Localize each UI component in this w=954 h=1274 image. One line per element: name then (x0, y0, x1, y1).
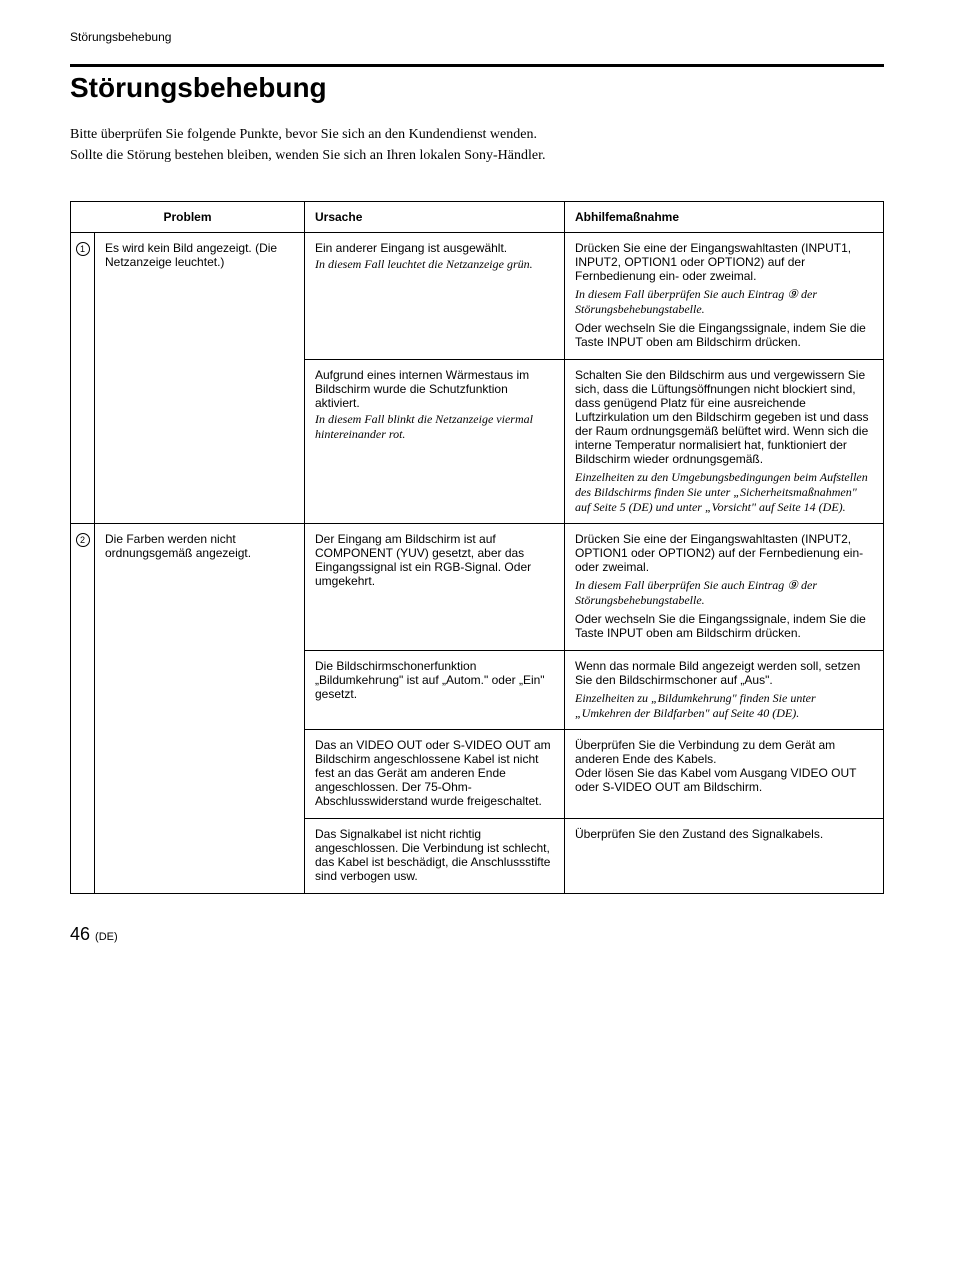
remedy-cell: Überprüfen Sie den Zustand des Signalkab… (565, 819, 884, 894)
remedy-cell: Wenn das normale Bild angezeigt werden s… (565, 651, 884, 730)
page-footer: 46 (DE) (70, 924, 884, 945)
intro-line-2: Sollte die Störung bestehen bleiben, wen… (70, 145, 884, 166)
cause-cell: Der Eingang am Bildschirm ist auf COMPON… (305, 524, 565, 651)
intro-line-1: Bitte überprüfen Sie folgende Punkte, be… (70, 124, 884, 145)
page-lang: (DE) (95, 931, 118, 943)
row-number-1: 1 (71, 233, 95, 524)
section-title: Störungsbehebung (70, 72, 884, 104)
header-problem: Problem (71, 202, 305, 233)
page-header-label: Störungsbehebung (70, 30, 884, 44)
section-title-container: Störungsbehebung (70, 64, 884, 104)
table-header-row: Problem Ursache Abhilfemaßnahme (71, 202, 884, 233)
cause-cell: Das an VIDEO OUT oder S-VIDEO OUT am Bil… (305, 730, 565, 819)
troubleshooting-table: Problem Ursache Abhilfemaßnahme 1 Es wir… (70, 201, 884, 894)
cause-cell: Die Bildschirmschonerfunktion „Bildumkeh… (305, 651, 565, 730)
table-row: 1 Es wird kein Bild angezeigt. (Die Netz… (71, 233, 884, 360)
header-remedy: Abhilfemaßnahme (565, 202, 884, 233)
remedy-cell: Drücken Sie eine der Eingangswahltasten … (565, 233, 884, 360)
cause-cell: Ein anderer Eingang ist ausgewählt. In d… (305, 233, 565, 360)
cause-cell: Das Signalkabel ist nicht richtig angesc… (305, 819, 565, 894)
row-number-2: 2 (71, 524, 95, 894)
cause-cell: Aufgrund eines internen Wärmestaus im Bi… (305, 360, 565, 524)
remedy-cell: Überprüfen Sie die Verbindung zu dem Ger… (565, 730, 884, 819)
header-cause: Ursache (305, 202, 565, 233)
remedy-cell: Drücken Sie eine der Eingangswahltasten … (565, 524, 884, 651)
remedy-cell: Schalten Sie den Bildschirm aus und verg… (565, 360, 884, 524)
page-number: 46 (70, 924, 90, 944)
problem-cell-2: Die Farben werden nicht ordnungsgemäß an… (95, 524, 305, 894)
table-row: 2 Die Farben werden nicht ordnungsgemäß … (71, 524, 884, 651)
problem-cell-1: Es wird kein Bild angezeigt. (Die Netzan… (95, 233, 305, 524)
intro-paragraph: Bitte überprüfen Sie folgende Punkte, be… (70, 124, 884, 166)
